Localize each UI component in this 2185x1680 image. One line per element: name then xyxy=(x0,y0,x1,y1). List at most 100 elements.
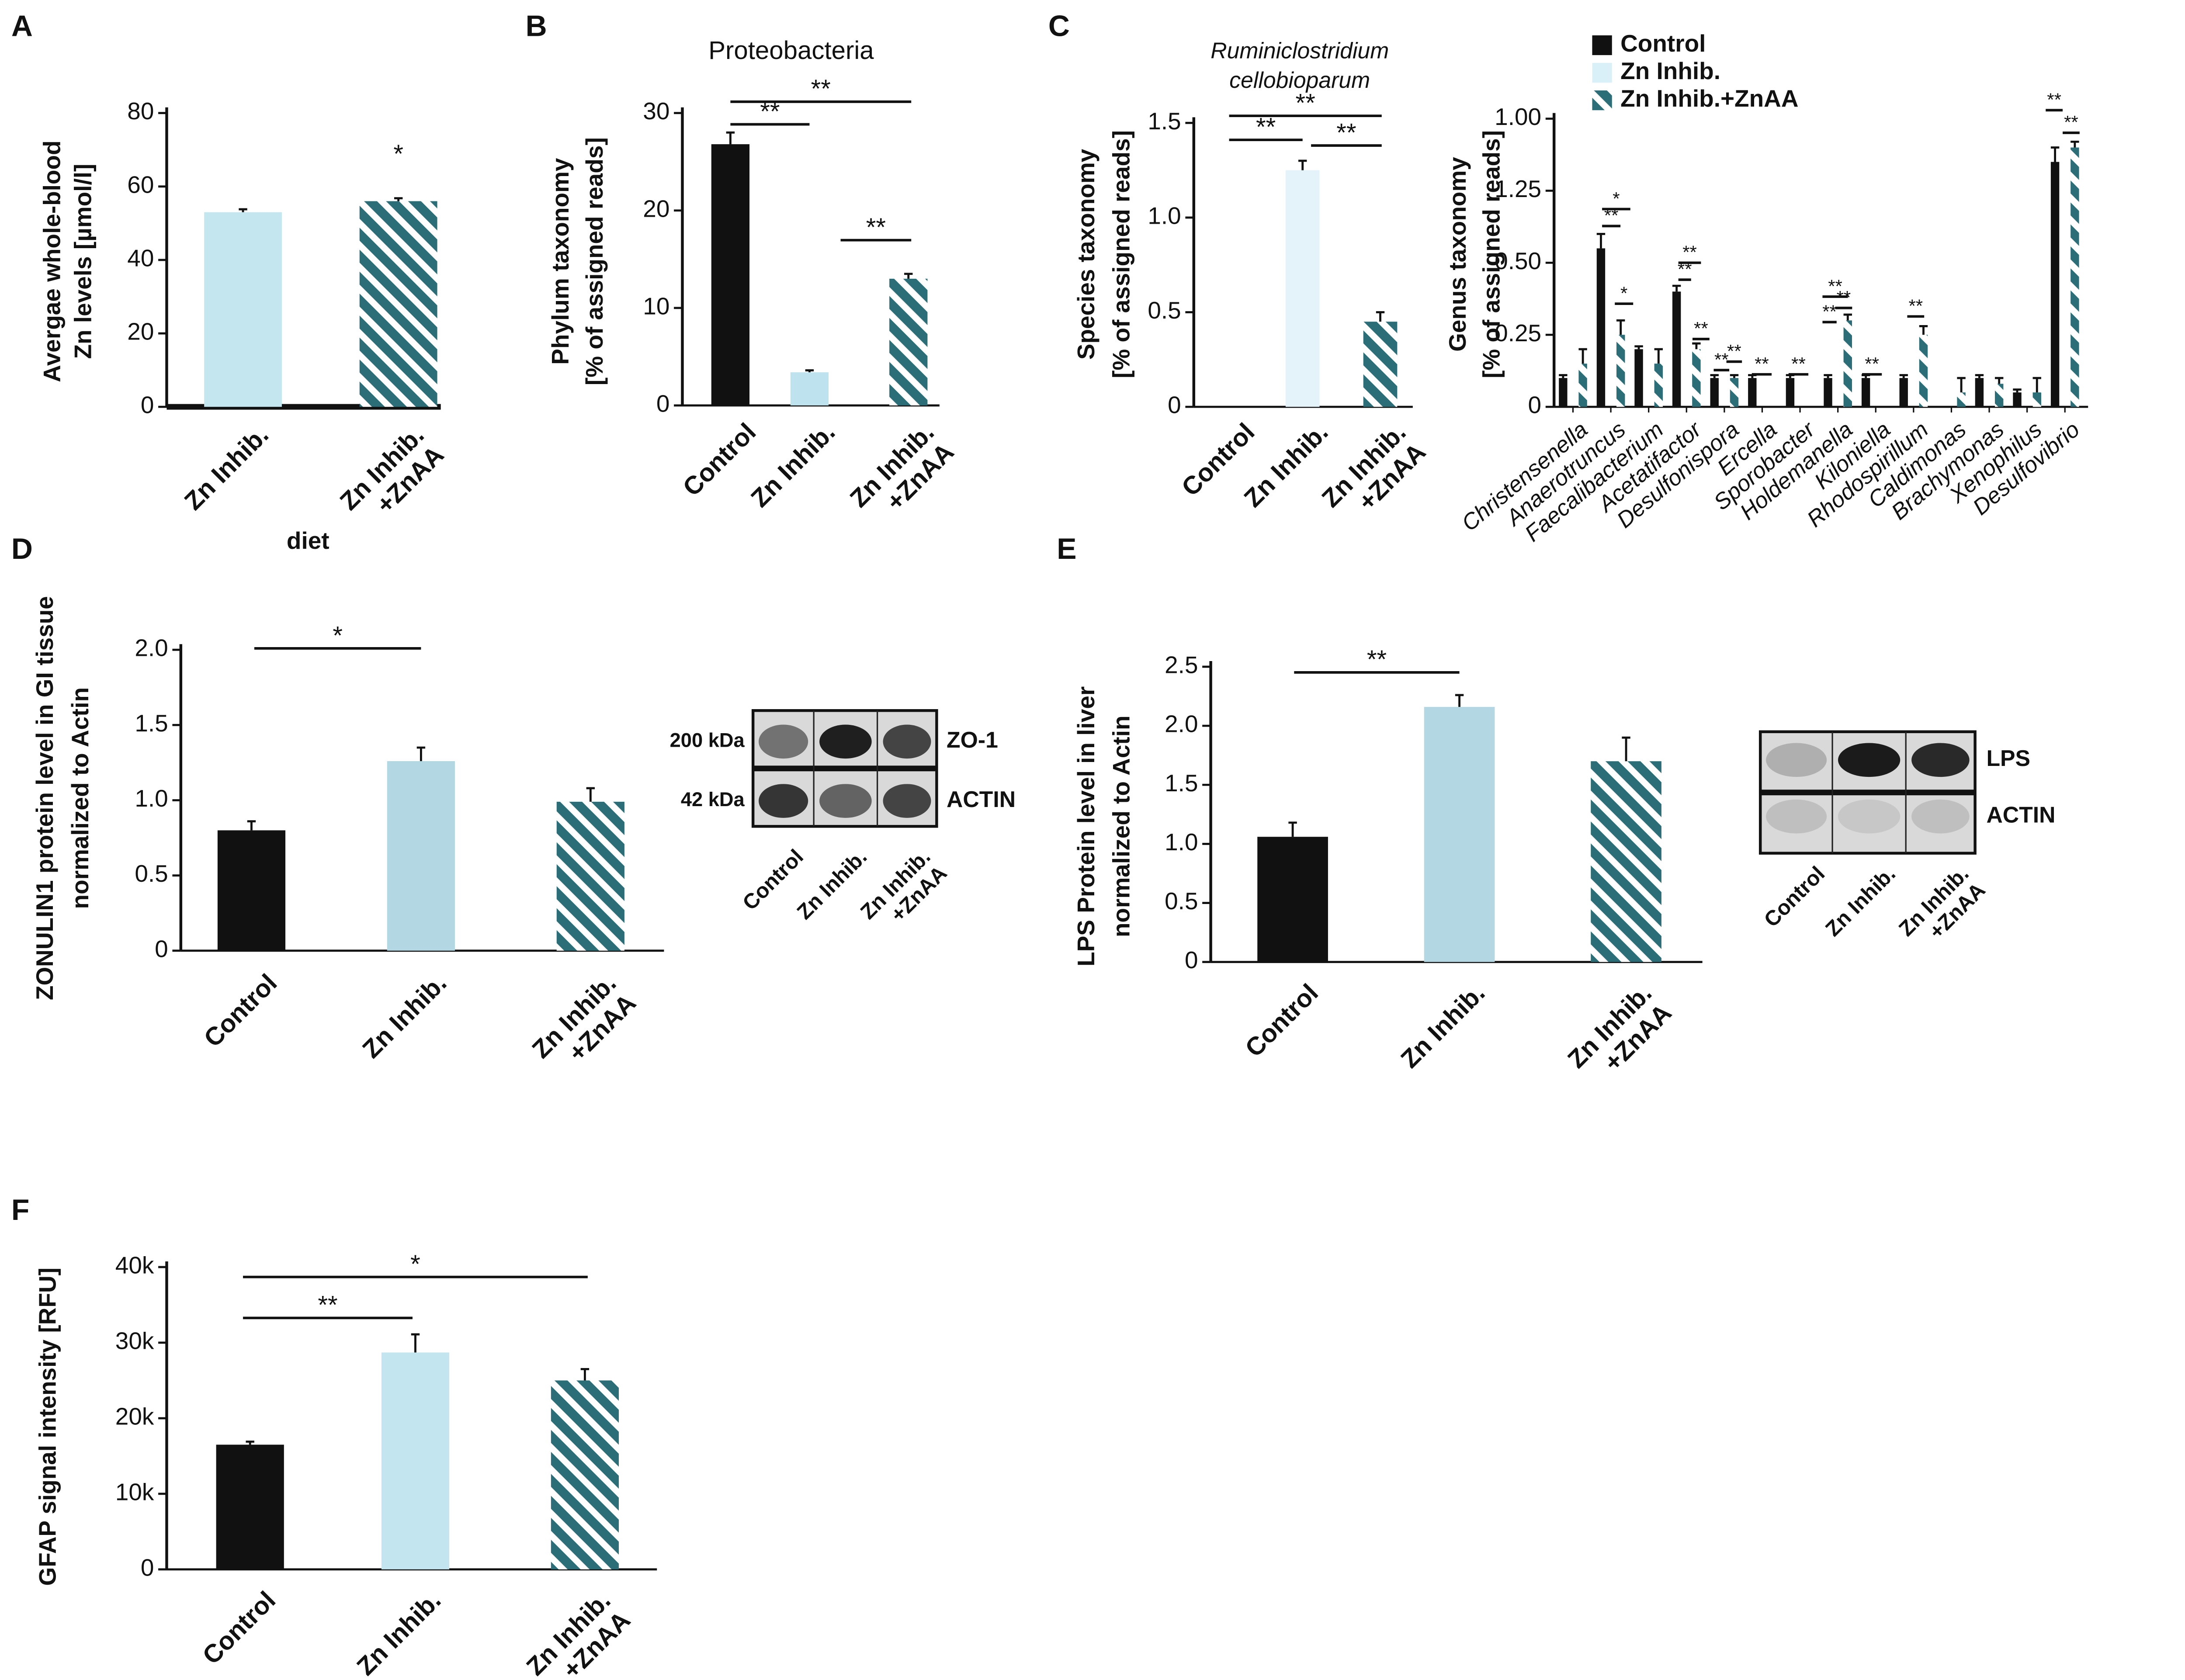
y-tick-label: 0 xyxy=(141,391,154,419)
significance-label: ** xyxy=(1791,353,1806,374)
bar xyxy=(1692,349,1701,407)
y-tick-label: 0.5 xyxy=(1165,887,1198,914)
blot-band-label: LPS xyxy=(1986,745,2030,771)
significance-label: ** xyxy=(1678,259,1692,279)
significance-label: ** xyxy=(1604,205,1619,226)
significance-label: ** xyxy=(1865,353,1879,374)
legend-label: Control xyxy=(1620,30,1706,57)
bar xyxy=(2013,392,2022,407)
bar xyxy=(2071,147,2079,407)
y-axis-label: Avergae whole-blood xyxy=(38,140,65,382)
y-tick-label: 0 xyxy=(141,1554,154,1581)
significance-label: ** xyxy=(1336,118,1356,147)
bar xyxy=(204,212,282,407)
legend-label: Zn Inhib.+ZnAA xyxy=(1620,85,1798,112)
x-axis-label: diet xyxy=(287,527,329,554)
significance-label: ** xyxy=(1828,276,1842,296)
y-tick-label: 80 xyxy=(127,97,154,125)
chart-title: Proteobacteria xyxy=(708,36,874,65)
bar xyxy=(2032,392,2041,407)
y-tick-label: 30k xyxy=(115,1327,154,1354)
y-tick-label: 0 xyxy=(1528,391,1542,419)
y-tick-label: 1.00 xyxy=(1495,103,1541,130)
blot-band xyxy=(883,724,931,759)
bar xyxy=(1596,248,1606,407)
significance-label: ** xyxy=(1296,89,1315,117)
bar xyxy=(217,830,286,951)
y-tick-label: 1.25 xyxy=(1495,175,1541,202)
chart-title: Ruminiclostridium xyxy=(1210,38,1389,63)
blot-band xyxy=(1838,799,1901,834)
blot-band xyxy=(819,724,872,759)
legend-label: Zn Inhib. xyxy=(1620,57,1720,84)
legend-swatch xyxy=(1592,35,1612,55)
significance-label: ** xyxy=(866,213,886,242)
y-tick-label: 0 xyxy=(1185,946,1198,973)
y-tick-label: 10k xyxy=(115,1478,154,1505)
bar xyxy=(1363,322,1398,407)
bar xyxy=(1994,384,2004,407)
significance-label: ** xyxy=(318,1291,337,1320)
blot-band xyxy=(1911,799,1970,834)
bar xyxy=(387,761,455,951)
y-tick-label: 40k xyxy=(115,1251,154,1278)
y-tick-label: 0.5 xyxy=(1148,297,1181,324)
y-axis-label: [% of assigned reads] xyxy=(1478,130,1505,378)
significance-label: ** xyxy=(1822,301,1837,322)
y-tick-label: 20k xyxy=(115,1403,154,1430)
y-axis-label: GFAP signal intensity [RFU] xyxy=(34,1268,61,1586)
significance-label: * xyxy=(1620,283,1627,303)
significance-label: ** xyxy=(760,97,780,126)
significance-label: ** xyxy=(1367,645,1387,674)
bar xyxy=(551,1380,619,1569)
significance-label: * xyxy=(410,1250,420,1278)
y-tick-label: 20 xyxy=(127,318,154,345)
bar xyxy=(1975,378,1984,407)
y-axis-label: Phylum taxonomy xyxy=(547,158,574,365)
y-axis-label: Genus taxonomy xyxy=(1444,157,1471,352)
bar xyxy=(556,801,624,951)
chart-panel: Genus taxonomy [% of assigned reads] 0 0.25… xyxy=(1444,30,2088,547)
y-axis-label: Species taxonomy xyxy=(1072,149,1099,360)
legend-swatch xyxy=(1592,90,1612,111)
panel-letter: A xyxy=(11,10,33,43)
significance-label: ** xyxy=(2064,112,2078,132)
significance-label: ** xyxy=(1694,318,1708,339)
bar xyxy=(1786,378,1795,407)
y-tick-label: 20 xyxy=(643,195,669,222)
y-tick-label: 0.5 xyxy=(135,860,168,887)
blot-band xyxy=(819,784,872,818)
y-tick-label: 1.5 xyxy=(1148,107,1181,135)
y-axis-label: Zn levels [µmol/l] xyxy=(69,164,96,359)
panel-letter: C xyxy=(1048,10,1070,43)
bar xyxy=(1824,378,1832,407)
significance-label: * xyxy=(1613,188,1620,209)
legend-swatch xyxy=(1592,62,1612,83)
bar xyxy=(1899,378,1908,407)
y-tick-label: 2.5 xyxy=(1165,651,1198,679)
bar xyxy=(1957,392,1966,407)
significance-label: ** xyxy=(811,75,831,103)
significance-label: * xyxy=(333,621,343,650)
y-tick-label: 1.5 xyxy=(135,710,168,737)
blot-divider xyxy=(1760,790,1975,796)
blot-size-label: 42 kDa xyxy=(681,788,745,811)
bar xyxy=(1672,291,1681,407)
bar xyxy=(711,144,750,405)
blot-band xyxy=(1911,743,1970,777)
y-tick-label: 1.0 xyxy=(1165,828,1198,856)
y-tick-label: 2.0 xyxy=(135,634,168,662)
blot-band xyxy=(759,724,808,759)
bar xyxy=(790,372,829,405)
y-axis-label: LPS Protein level in liver xyxy=(1072,686,1099,966)
significance-label: ** xyxy=(1908,296,1923,316)
bar xyxy=(1578,364,1587,407)
bar xyxy=(1257,837,1328,962)
bar xyxy=(889,278,928,405)
bar xyxy=(381,1352,450,1569)
bar xyxy=(1919,335,1928,407)
blot-size-label: 200 kDa xyxy=(670,729,745,751)
bar xyxy=(1843,320,1852,407)
bar xyxy=(1285,170,1320,407)
